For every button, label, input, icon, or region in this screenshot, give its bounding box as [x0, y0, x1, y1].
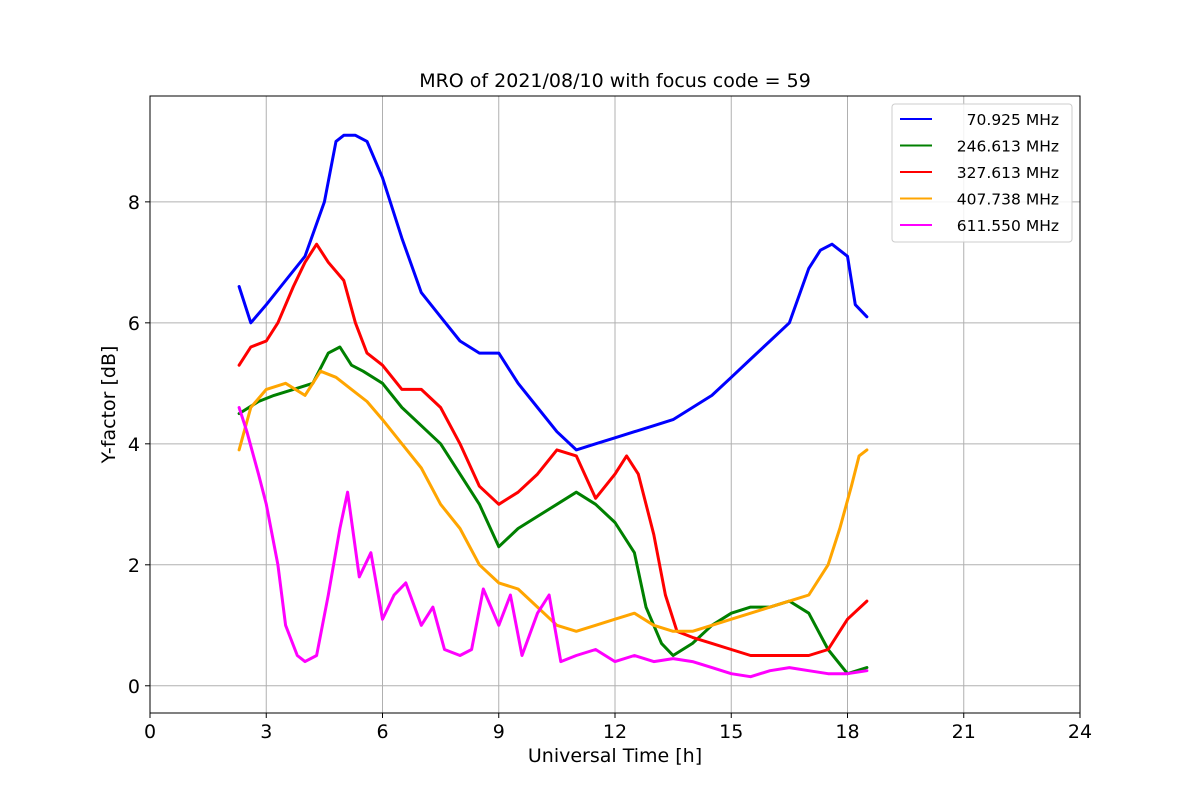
x-tick-label: 3 — [260, 721, 272, 743]
y-tick-label: 6 — [128, 313, 140, 335]
series-group — [237, 133, 869, 679]
y-axis-label: Y-factor [dB] — [98, 346, 120, 465]
series-line-1 — [237, 345, 869, 676]
x-tick-label: 0 — [144, 721, 156, 743]
y-tick-label: 8 — [128, 192, 140, 214]
x-tick-label: 15 — [719, 721, 743, 743]
legend: 70.925 MHz 246.613 MHz 327.613 MHz 407.738 … — [891, 103, 1073, 243]
x-tick-label: 12 — [603, 721, 627, 743]
legend-label-0: 70.925 MHz — [967, 111, 1059, 129]
y-tick-label: 4 — [128, 434, 140, 456]
x-tick-label: 18 — [835, 721, 859, 743]
legend-label-4: 611.550 MHz — [957, 217, 1059, 235]
x-tick-label: 24 — [1068, 721, 1092, 743]
x-tick-label: 6 — [376, 721, 388, 743]
legend-box — [891, 103, 1073, 243]
series-line-0 — [237, 133, 869, 452]
y-tick-label: 2 — [128, 555, 140, 577]
x-tick-label: 9 — [493, 721, 505, 743]
legend-label-3: 407.738 MHz — [957, 191, 1059, 209]
series-line-3 — [237, 369, 869, 633]
series-line-4 — [237, 406, 869, 679]
legend-label-1: 246.613 MHz — [957, 138, 1059, 156]
series-line-2 — [237, 242, 869, 657]
legend-label-2: 327.613 MHz — [957, 164, 1059, 182]
x-tick-label: 21 — [952, 721, 976, 743]
x-axis-label: Universal Time [h] — [528, 745, 702, 767]
y-tick-label: 0 — [128, 676, 140, 698]
chart-title: MRO of 2021/08/10 with focus code = 59 — [419, 70, 811, 92]
